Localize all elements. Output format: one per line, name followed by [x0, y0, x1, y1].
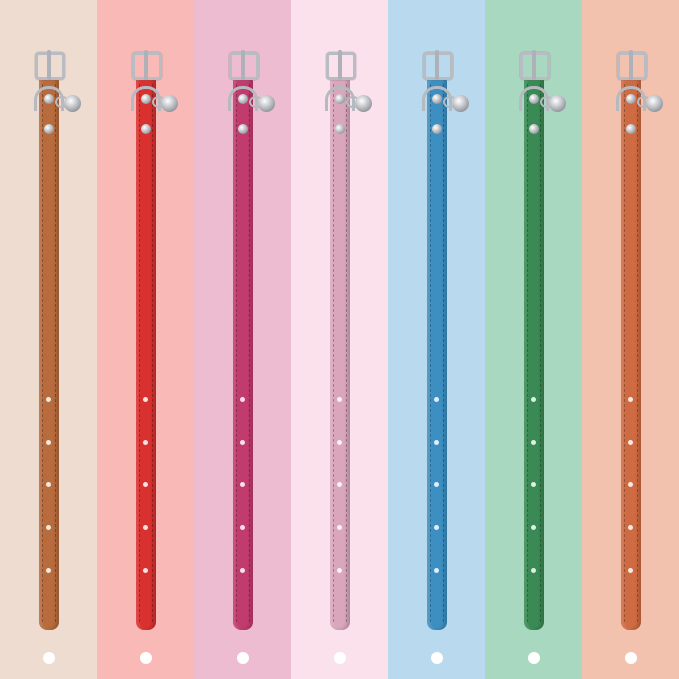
rivet-icon [140, 124, 151, 134]
stitching [248, 84, 250, 622]
buckle-prong-icon [143, 50, 148, 80]
stitching [41, 84, 43, 622]
strap-hole [628, 568, 633, 573]
collar-strap [523, 78, 544, 630]
stitching [345, 84, 347, 622]
rivet-icon [334, 124, 345, 134]
stitching [332, 84, 334, 622]
strap-hole [337, 525, 342, 530]
stitching [539, 84, 541, 622]
strap-hole [46, 525, 51, 530]
collar-column [97, 0, 194, 679]
buckle-prong-icon [628, 50, 633, 80]
strap-hole [628, 440, 633, 445]
stitching [151, 84, 153, 622]
buckle-prong-icon [531, 50, 536, 80]
collar-strap [620, 78, 641, 630]
stitching [235, 84, 237, 622]
stitching [429, 84, 431, 622]
strap-hole [337, 440, 342, 445]
bell-icon [257, 95, 275, 112]
rivet-icon [625, 124, 636, 134]
collar-strap [329, 78, 350, 630]
strap-hole [434, 397, 439, 402]
strap-hole [46, 482, 51, 487]
rivet-icon [431, 124, 442, 134]
collar-column [582, 0, 679, 679]
strap-hole [628, 525, 633, 530]
collar-column [0, 0, 97, 679]
strap-hole [240, 482, 245, 487]
strap-hole [531, 440, 536, 445]
color-indicator-dot [42, 652, 55, 664]
collar-strap [232, 78, 253, 630]
rivet-icon [528, 94, 539, 104]
rivet-icon [237, 124, 248, 134]
strap-hole [240, 568, 245, 573]
stitching [623, 84, 625, 622]
rivet-icon [237, 94, 248, 104]
strap-hole [240, 397, 245, 402]
strap-hole [143, 397, 148, 402]
collar-column [291, 0, 388, 679]
color-indicator-dot [430, 652, 443, 664]
strap-hole [531, 525, 536, 530]
buckle-prong-icon [434, 50, 439, 80]
strap-hole [46, 568, 51, 573]
bell-icon [160, 95, 178, 112]
strap-hole [434, 525, 439, 530]
color-indicator-dot [139, 652, 152, 664]
strap-hole [434, 568, 439, 573]
bell-icon [451, 95, 469, 112]
collar-strap [135, 78, 156, 630]
strap-hole [531, 482, 536, 487]
stitching [526, 84, 528, 622]
strap-hole [337, 397, 342, 402]
strap-hole [143, 525, 148, 530]
strap-hole [337, 568, 342, 573]
strap-hole [531, 568, 536, 573]
buckle-prong-icon [46, 50, 51, 80]
bell-icon [354, 95, 372, 112]
bell-icon [63, 95, 81, 112]
bell-icon [548, 95, 566, 112]
strap-hole [531, 397, 536, 402]
rivet-icon [431, 94, 442, 104]
strap-hole [628, 397, 633, 402]
strap-hole [143, 440, 148, 445]
color-indicator-dot [624, 652, 637, 664]
rivet-icon [528, 124, 539, 134]
strap-hole [240, 440, 245, 445]
rivet-icon [334, 94, 345, 104]
strap-hole [628, 482, 633, 487]
color-indicator-dot [333, 652, 346, 664]
collar-strap [426, 78, 447, 630]
color-indicator-dot [236, 652, 249, 664]
rivet-icon [43, 94, 54, 104]
bell-icon [645, 95, 663, 112]
strap-hole [46, 440, 51, 445]
buckle-prong-icon [337, 50, 342, 80]
color-indicator-dot [527, 652, 540, 664]
stitching [138, 84, 140, 622]
rivet-icon [140, 94, 151, 104]
strap-hole [434, 440, 439, 445]
collar-strap [38, 78, 59, 630]
collar-column [388, 0, 485, 679]
strap-hole [434, 482, 439, 487]
stitching [442, 84, 444, 622]
strap-hole [143, 482, 148, 487]
strap-hole [337, 482, 342, 487]
buckle-prong-icon [240, 50, 245, 80]
strap-hole [240, 525, 245, 530]
strap-hole [46, 397, 51, 402]
stitching [636, 84, 638, 622]
strap-hole [143, 568, 148, 573]
collar-column [485, 0, 582, 679]
rivet-icon [43, 124, 54, 134]
rivet-icon [625, 94, 636, 104]
collar-column [194, 0, 291, 679]
stitching [54, 84, 56, 622]
